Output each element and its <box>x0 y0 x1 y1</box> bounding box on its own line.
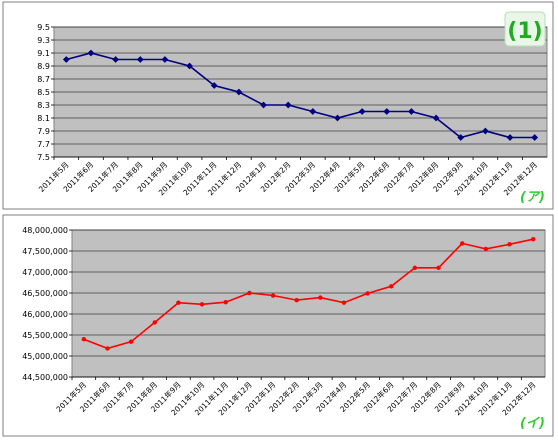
y-tick-label: 8.1 <box>37 114 50 123</box>
data-point <box>481 127 489 135</box>
data-point <box>62 56 70 63</box>
data-point <box>152 320 157 325</box>
top-gridlines <box>54 26 547 158</box>
data-point <box>460 241 465 246</box>
data-point <box>284 101 292 109</box>
data-point <box>318 295 323 300</box>
badge: (1) <box>504 11 546 47</box>
data-point <box>186 62 193 70</box>
data-point <box>247 290 252 296</box>
top-series-points <box>62 49 539 141</box>
data-point <box>530 237 536 242</box>
y-tick-label: 8.7 <box>37 75 50 84</box>
data-point <box>412 265 418 270</box>
bottom-plot-area <box>71 229 546 378</box>
data-point <box>270 293 276 298</box>
y-tick-label: 9.5 <box>37 23 50 32</box>
y-tick-label: 48,000,000 <box>22 226 68 235</box>
data-point <box>309 108 317 115</box>
y-tick-label: 47,000,000 <box>22 268 68 277</box>
data-point <box>506 134 514 141</box>
data-point <box>365 291 370 296</box>
top-chart-marker: (ア) <box>520 190 545 205</box>
top-y-axis: 7.5 7.7 7.9 8.1 8.3 8.5 8.7 8.9 9.1 9.3 9.5 <box>37 23 54 162</box>
data-point <box>389 284 394 289</box>
y-tick-label: 45,000,000 <box>22 352 68 361</box>
y-tick-label: 8.9 <box>37 62 50 71</box>
data-point <box>432 114 440 122</box>
data-point <box>223 300 228 305</box>
data-point <box>105 346 110 351</box>
data-point <box>531 134 539 141</box>
y-tick-label: 7.5 <box>37 153 50 162</box>
bottom-series-line <box>83 238 534 350</box>
data-point <box>334 114 341 122</box>
bottom-chart-marker: (イ) <box>520 416 545 431</box>
data-point <box>210 82 218 89</box>
y-tick-label: 7.7 <box>37 140 50 149</box>
data-point <box>408 108 415 115</box>
data-point <box>483 246 489 252</box>
data-point <box>294 297 299 303</box>
y-tick-label: 44,500,000 <box>22 373 68 382</box>
data-point <box>341 300 347 305</box>
data-point <box>358 108 366 115</box>
data-point <box>507 242 512 247</box>
y-tick-label: 46,000,000 <box>22 310 68 319</box>
top-series-line <box>66 52 535 139</box>
top-chart: 7.57.77.98.18.38.58.78.99.19.39.5 2011年5… <box>2 1 554 210</box>
bottom-series-points <box>81 237 536 351</box>
y-tick-label: 45,500,000 <box>22 331 68 340</box>
data-point <box>260 101 267 109</box>
data-point <box>199 302 205 307</box>
y-tick-label: 47,500,000 <box>22 247 68 256</box>
y-tick-label: 8.5 <box>37 88 50 97</box>
badge-label: (1) <box>507 19 542 44</box>
y-tick-label: 8.3 <box>37 101 50 110</box>
data-point <box>235 88 243 96</box>
data-point <box>457 134 465 141</box>
bottom-chart: 44,500,000 45,000,000 45,500,000 46,000,000… <box>2 214 554 437</box>
data-point <box>128 339 134 344</box>
y-tick-label: 7.9 <box>37 127 50 136</box>
data-point <box>87 49 95 57</box>
badge-bg <box>504 11 546 47</box>
data-point <box>383 108 391 115</box>
y-tick-label: 46,500,000 <box>22 289 68 298</box>
data-point <box>81 337 87 342</box>
data-point <box>436 265 441 270</box>
bottom-y-axis: 44,500,000 45,000,000 45,500,000 46,000,000… <box>22 226 72 382</box>
data-point <box>176 300 181 305</box>
data-point <box>136 56 144 63</box>
data-point <box>161 56 169 63</box>
y-tick-label: 9.3 <box>37 36 50 45</box>
y-tick-label: 9.1 <box>37 49 50 58</box>
data-point <box>112 56 120 63</box>
